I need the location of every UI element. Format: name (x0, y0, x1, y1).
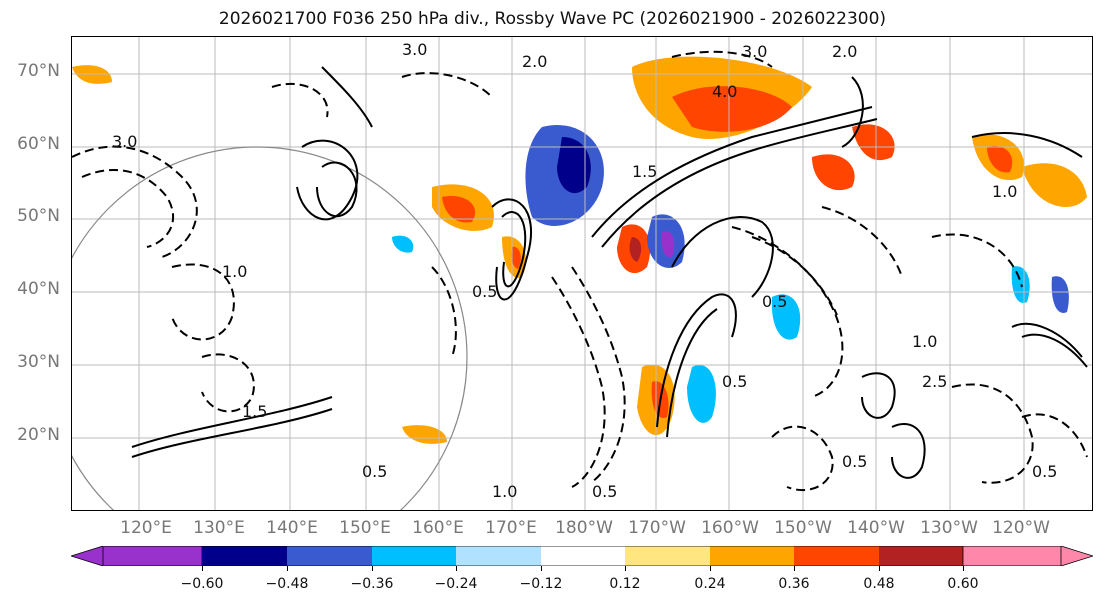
lon-label-140e: 140°E (266, 518, 318, 538)
cbar-tickmark (372, 566, 373, 571)
cbar-tickmark (879, 566, 880, 571)
colorbar-segment (794, 546, 879, 566)
contour-label: 3.0 (742, 42, 767, 61)
cbar-tick-label: 0.48 (863, 576, 895, 592)
contour-label: 0.5 (592, 482, 617, 501)
cbar-tick-label: −0.36 (350, 576, 394, 592)
colorbar-segment (71, 546, 203, 566)
contour-label: 0.5 (842, 452, 867, 471)
cbar-tickmark (456, 566, 457, 571)
cbar-tickmark (710, 566, 711, 571)
cbar-tickmark (625, 566, 626, 571)
contour-label: 1.0 (492, 482, 517, 501)
lon-label-130w: 130°W (920, 518, 978, 538)
colorbar-segment (625, 546, 710, 566)
lat-label-70n: 70°N (17, 61, 60, 81)
contour-label: 0.5 (762, 292, 787, 311)
lon-label-160e: 160°E (412, 518, 464, 538)
colorbar-segment (372, 546, 456, 566)
contour-label: 2.5 (922, 372, 947, 391)
lat-label-40n: 40°N (17, 279, 60, 299)
contour-labels: 3.0 2.0 3.0 1.0 0.5 4.0 3.0 2.0 1.5 1.5 … (112, 40, 1057, 501)
map-title: 2026021700 F036 250 hPa div., Rossby Wav… (218, 9, 887, 29)
lat-label-50n: 50°N (17, 206, 60, 226)
contour-label: 1.5 (632, 162, 657, 181)
lon-label-140w: 140°W (847, 518, 905, 538)
cbar-tick-label: 0.36 (778, 576, 810, 592)
lon-label-150e: 150°E (339, 518, 391, 538)
colorbar-segment (287, 546, 372, 566)
cbar-tickmark (541, 566, 542, 571)
lon-label-130e: 130°E (193, 518, 245, 538)
contour-label: 2.0 (522, 52, 547, 71)
cbar-tick-label: −0.48 (265, 576, 309, 592)
gridlines (72, 37, 1092, 510)
cbar-tick-label: 0.12 (609, 576, 641, 592)
lat-label-20n: 20°N (17, 425, 60, 445)
contour-label: 0.5 (362, 462, 387, 481)
contour-label: 0.5 (472, 282, 497, 301)
colorbar (71, 546, 1093, 566)
lon-label-180w: 180°W (555, 518, 613, 538)
reference-circle (72, 146, 468, 510)
contour-label: 4.0 (712, 82, 737, 101)
colorbar-segment (541, 546, 625, 566)
colorbar-segment (710, 546, 794, 566)
colorbar-segment (962, 546, 1093, 566)
lon-label-170e: 170°E (485, 518, 537, 538)
cbar-tick-label: −0.60 (180, 576, 224, 592)
lat-label-30n: 30°N (17, 352, 60, 372)
cbar-tickmark (287, 566, 288, 571)
contour-label: 1.0 (222, 262, 247, 281)
contour-label: 1.5 (242, 402, 267, 421)
contour-label: 1.0 (992, 182, 1017, 201)
lon-label-160w: 160°W (701, 518, 759, 538)
colorbar-segment (202, 546, 287, 566)
lon-label-120w: 120°W (992, 518, 1050, 538)
lat-label-60n: 60°N (17, 134, 60, 154)
contour-label: 0.5 (1032, 462, 1057, 481)
contour-label: 3.0 (112, 132, 137, 151)
cbar-tick-label: −0.24 (434, 576, 478, 592)
lon-label-120e: 120°E (120, 518, 172, 538)
cbar-tickmark (794, 566, 795, 571)
solid-contours (131, 66, 1088, 479)
lon-label-170w: 170°W (628, 518, 686, 538)
contour-label: 0.5 (722, 372, 747, 391)
map-panel: 3.0 2.0 3.0 1.0 0.5 4.0 3.0 2.0 1.5 1.5 … (71, 36, 1093, 511)
cbar-tickmark (202, 566, 203, 571)
cbar-tickmark (963, 566, 964, 571)
contour-label: 2.0 (832, 42, 857, 61)
contour-label: 1.0 (912, 332, 937, 351)
cbar-tick-label: 0.24 (694, 576, 726, 592)
map-drawing: 3.0 2.0 3.0 1.0 0.5 4.0 3.0 2.0 1.5 1.5 … (72, 37, 1092, 510)
cbar-tick-label: 0.60 (947, 576, 979, 592)
cbar-tick-label: −0.12 (519, 576, 563, 592)
lon-label-150w: 150°W (774, 518, 832, 538)
dashed-contours (72, 50, 1088, 492)
colorbar-segment (456, 546, 541, 566)
contour-label: 3.0 (402, 40, 427, 59)
colorbar-segment (879, 546, 963, 566)
